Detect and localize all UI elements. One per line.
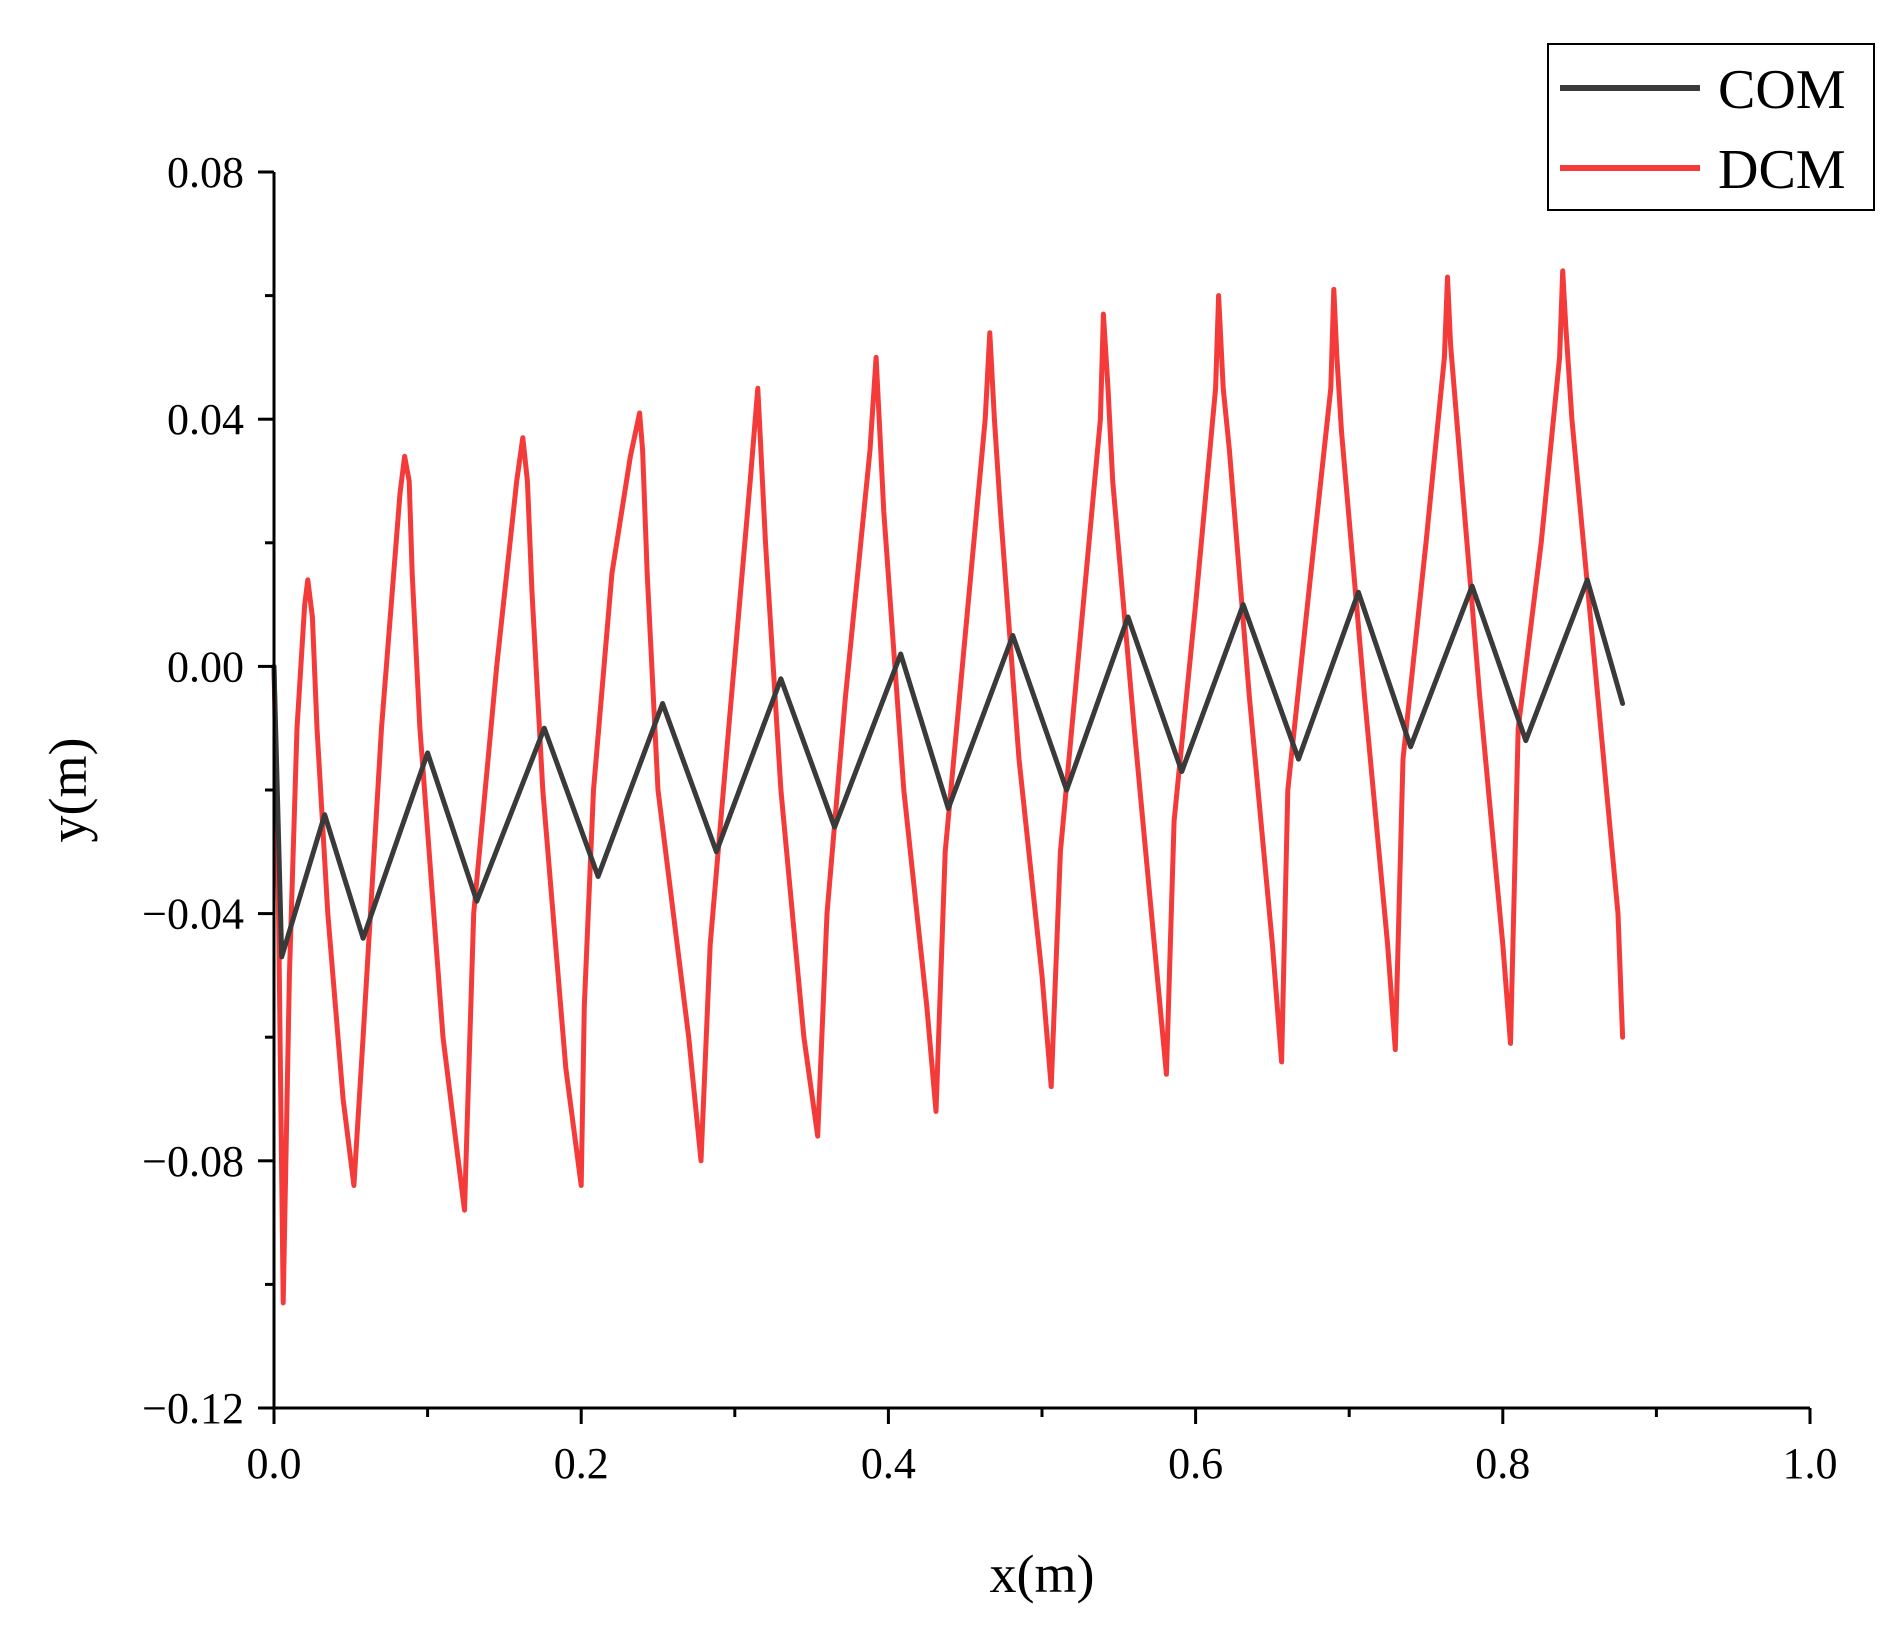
- y-tick-label: 0.00: [167, 642, 244, 691]
- legend-label-com: COM: [1718, 59, 1846, 121]
- y-tick-label: −0.08: [142, 1137, 244, 1186]
- x-tick-label: 0.6: [1168, 1439, 1223, 1488]
- y-tick-labels: −0.12 −0.08 −0.04 0.00 0.04 0.08: [142, 148, 244, 1433]
- y-ticks: [258, 170, 274, 1410]
- x-tick-label: 0.8: [1475, 1439, 1530, 1488]
- series-line-com: [271, 577, 1626, 960]
- legend-box: [1547, 43, 1875, 211]
- legend-label-dcm: DCM: [1718, 139, 1846, 201]
- series-line-dcm: [271, 268, 1626, 1306]
- plot-lines: [271, 268, 1626, 1306]
- x-ticks: [272, 1408, 1812, 1424]
- x-tick-label: 1.0: [1783, 1439, 1838, 1488]
- y-tick-label: −0.04: [142, 890, 244, 939]
- axes: [272, 172, 1810, 1410]
- y-tick-label: 0.04: [167, 395, 244, 444]
- x-tick-label: 0.0: [247, 1439, 302, 1488]
- y-tick-label: −0.12: [142, 1384, 244, 1433]
- x-tick-label: 0.4: [861, 1439, 916, 1488]
- x-axis-title: x(m): [990, 1544, 1095, 1604]
- x-tick-labels: 0.0 0.2 0.4 0.6 0.8 1.0: [247, 1439, 1838, 1488]
- x-tick-label: 0.2: [554, 1439, 609, 1488]
- y-tick-label: 0.08: [167, 148, 244, 197]
- legend: COM DCM: [1547, 43, 1875, 211]
- y-axis-title: y(m): [38, 738, 98, 843]
